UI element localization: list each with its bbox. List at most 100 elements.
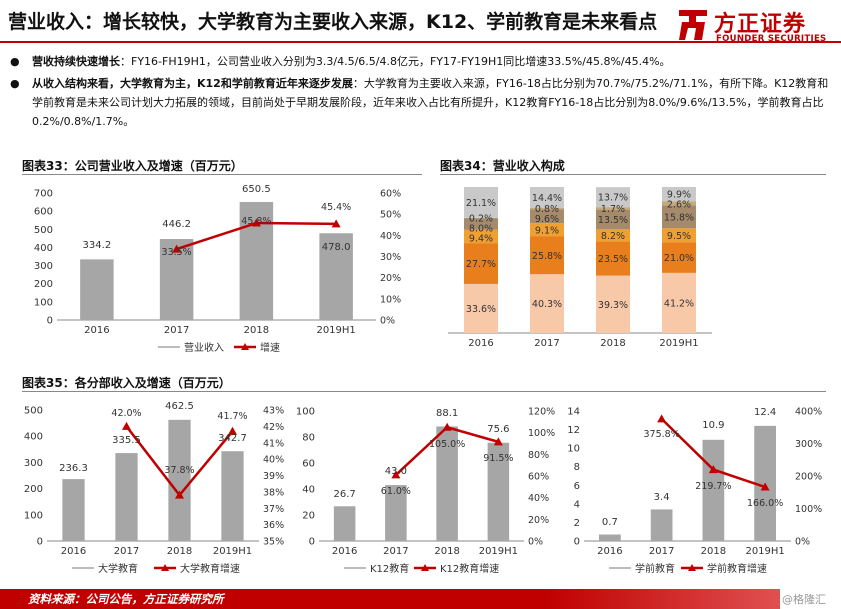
header-rule: [0, 41, 841, 43]
y2-tick-label: 10%: [380, 294, 401, 305]
stack-data-label: 0.8%: [535, 204, 559, 215]
y-tick-label: 40: [302, 485, 315, 496]
x-tick-label: 2017: [649, 546, 674, 557]
logo-cn-text: 方正证券: [714, 12, 807, 37]
stack-segment: [596, 187, 630, 208]
bar: [650, 509, 673, 541]
charts-canvas: 01002003004005006007000%10%20%30%40%50%6…: [24, 184, 822, 575]
figure-34-title: 图表34：营业收入构成: [440, 159, 565, 173]
bar-data-label: 650.5: [242, 184, 271, 195]
figure-33-rule: [22, 174, 422, 175]
y-tick-label: 80: [302, 433, 315, 444]
bar: [436, 426, 458, 541]
y-tick-label: 2: [574, 518, 580, 529]
x-tick-label: 2019H1: [659, 338, 698, 349]
x-tick-label: 2019H1: [213, 546, 252, 557]
stack-segment: [596, 241, 630, 276]
growth-marker: [175, 490, 184, 499]
figure-34-rule: [440, 174, 826, 175]
stack-segment: [662, 228, 696, 243]
line-data-label: 61.0%: [381, 486, 411, 497]
y-tick-label: 500: [34, 225, 53, 236]
y2-tick-label: 100%: [528, 428, 555, 439]
stack-data-label: 1.7%: [601, 204, 625, 215]
stack-segment: [596, 207, 630, 210]
logo-en-text: FOUNDER SECURITIES: [716, 34, 827, 44]
y2-tick-label: 37%: [263, 504, 284, 515]
y2-tick-label: 400%: [795, 407, 822, 418]
bullet-revenue-structure: ● 从收入结构来看，大学教育为主，K12和学前教育近年来逐步发展：大学教育为主要…: [10, 74, 830, 131]
line-data-label: 375.8%: [644, 429, 680, 440]
founder-logo-icon: [679, 10, 707, 40]
footer-bar: [0, 589, 780, 609]
stack-data-label: 13.5%: [598, 215, 628, 226]
line-data-label: 45.4%: [321, 202, 351, 213]
bar-data-label: 26.7: [333, 489, 355, 500]
x-tick-label: 2019H1: [745, 546, 784, 557]
growth-marker: [251, 218, 261, 227]
y-tick-label: 14: [567, 407, 580, 418]
bar-data-label: 10.9: [702, 420, 724, 431]
x-tick-label: 2018: [600, 338, 625, 349]
stack-segment: [530, 274, 564, 333]
line-data-label: 105.0%: [429, 439, 465, 450]
stack-data-label: 8.2%: [601, 231, 625, 242]
x-tick-label: 2018: [244, 325, 269, 336]
y2-tick-label: 60%: [380, 189, 401, 200]
stack-data-label: 0.2%: [469, 213, 493, 224]
y-tick-label: 100: [296, 407, 315, 418]
x-tick-label: 2016: [332, 546, 357, 557]
growth-marker: [122, 421, 131, 430]
stack-data-label: 41.2%: [664, 298, 694, 309]
y-tick-label: 100: [24, 510, 43, 521]
growth-marker: [442, 422, 452, 431]
stack-segment: [530, 223, 564, 237]
stack-segment: [530, 209, 564, 224]
bullet-dot-icon: ●: [10, 55, 20, 68]
y-tick-label: 60: [302, 459, 315, 470]
y-tick-label: 0: [309, 537, 315, 548]
bullet-bold: 营收持续快速增长: [32, 55, 120, 68]
stack-data-label: 21.1%: [466, 198, 496, 209]
legend-line-marker: [241, 343, 249, 350]
stack-segment: [596, 275, 630, 333]
stack-segment: [464, 283, 498, 333]
x-tick-label: 2016: [468, 338, 493, 349]
y2-tick-label: 20%: [380, 273, 401, 284]
y-tick-label: 10: [567, 444, 580, 455]
x-tick-label: 2016: [61, 546, 86, 557]
bullet-dot-icon: ●: [10, 77, 20, 90]
bar: [62, 479, 85, 541]
y-tick-label: 300: [34, 261, 53, 272]
legend-bar-label: K12教育: [370, 562, 409, 575]
source-note: 资料来源：公司公告，方正证券研究所: [28, 592, 224, 606]
growth-marker: [331, 219, 341, 228]
y2-tick-label: 36%: [263, 520, 284, 531]
stack-data-label: 40.3%: [532, 299, 562, 310]
y2-tick-label: 120%: [528, 407, 555, 418]
bar: [168, 419, 191, 541]
y2-tick-label: 300%: [795, 439, 822, 450]
stack-data-label: 33.6%: [466, 304, 496, 315]
y2-tick-label: 42%: [263, 422, 284, 433]
y-tick-label: 300: [24, 458, 43, 469]
growth-marker: [657, 414, 667, 423]
line-data-label: 91.5%: [483, 453, 513, 464]
stack-segment: [464, 187, 498, 218]
stack-data-label: 39.3%: [598, 300, 628, 311]
x-tick-label: 2018: [167, 546, 192, 557]
bar: [599, 534, 621, 541]
bar-data-label: 236.3: [59, 463, 88, 474]
x-tick-label: 2018: [434, 546, 459, 557]
bar-data-label: 334.2: [83, 240, 112, 251]
line-data-label: 41.7%: [217, 411, 247, 422]
bar-data-label: 478.0: [322, 242, 351, 253]
y-tick-label: 8: [574, 462, 580, 473]
y2-tick-label: 200%: [795, 472, 822, 483]
legend-bar-label: 学前教育: [635, 562, 675, 575]
x-tick-label: 2017: [164, 325, 189, 336]
stack-segment: [530, 208, 564, 210]
bullet-text: ：大学教育为主要收入来源，FY16-18占比分别为70.7%/75.2%/71.…: [32, 77, 829, 128]
bar-data-label: 43.0: [385, 466, 407, 477]
growth-marker: [228, 426, 237, 435]
